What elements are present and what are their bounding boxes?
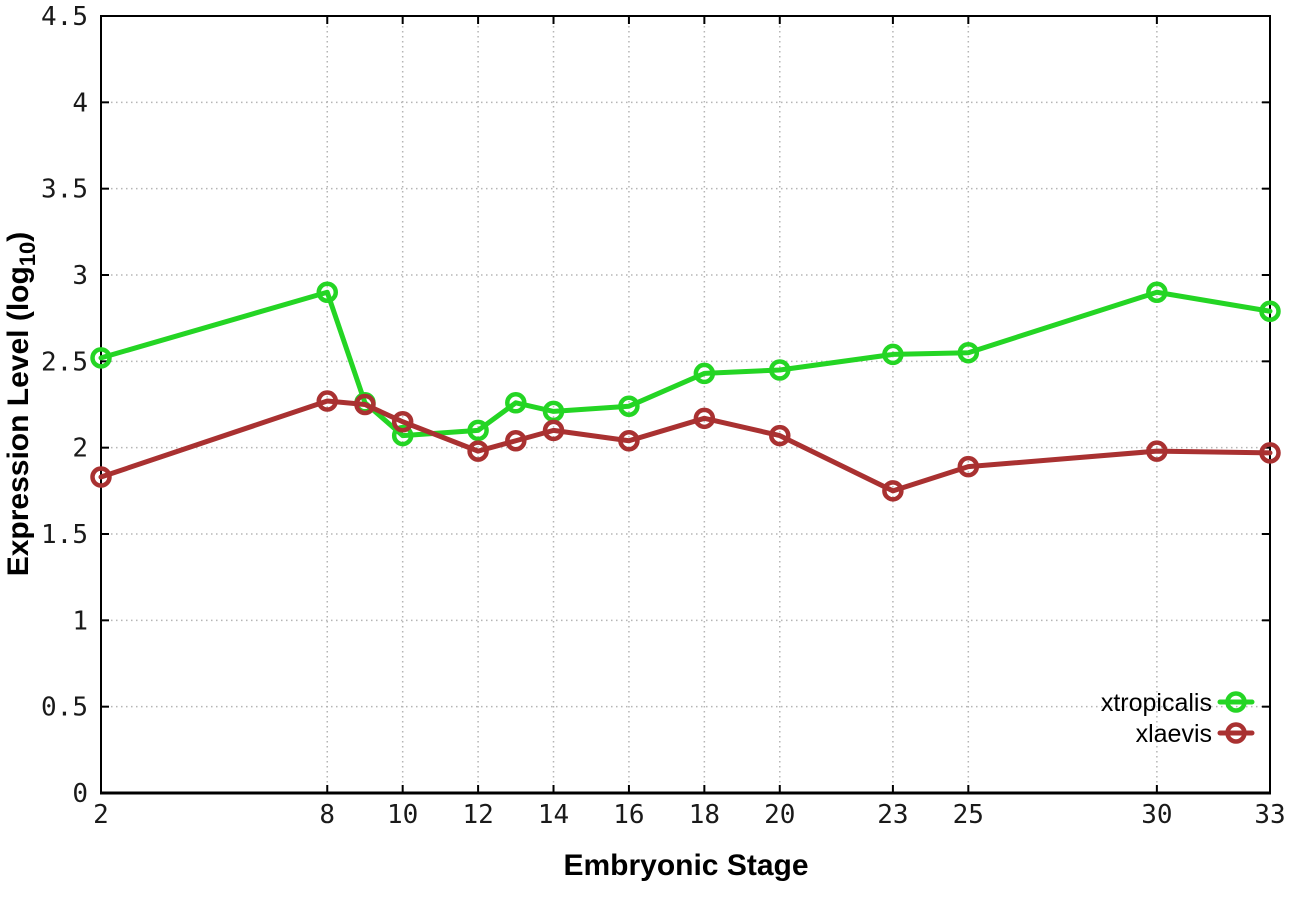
data-point-xlaevis <box>957 455 980 478</box>
data-point-xtropicalis <box>505 392 527 414</box>
x-tick-label: 18 <box>689 800 720 830</box>
data-point-xlaevis <box>1146 440 1168 462</box>
data-point-xlaevis <box>618 430 640 452</box>
x-tick-label: 16 <box>613 800 644 830</box>
legend: xtropicalis xlaevis <box>1101 689 1255 748</box>
x-tick-label: 14 <box>538 800 569 830</box>
data-point-xtropicalis <box>769 359 791 381</box>
data-point-xtropicalis <box>391 424 414 447</box>
y-tick-label: 4.5 <box>41 2 88 32</box>
data-point-xtropicalis <box>693 362 716 385</box>
series-xlaevis <box>90 390 1281 502</box>
x-tick-label: 2 <box>93 800 109 830</box>
gridlines <box>100 15 1271 793</box>
x-tick-label: 23 <box>877 800 908 830</box>
series-layer <box>90 281 1281 502</box>
data-point-xlaevis <box>391 411 414 433</box>
legend-row-xtropicalis: xtropicalis <box>1101 689 1255 717</box>
data-point-xlaevis <box>354 393 376 416</box>
legend-label-xlaevis: xlaevis <box>1136 720 1212 748</box>
y-tick-label: 1 <box>72 606 88 636</box>
data-point-xlaevis <box>1259 442 1281 464</box>
data-point-xlaevis <box>882 480 904 502</box>
axes: 2 8 10 12 14 16 18 20 23 25 30 33 0 0.5 1 1.5 2 2.5 3 3.5 4 4… <box>41 2 1286 830</box>
data-point-xtropicalis <box>90 347 112 369</box>
y-tick-label: 1.5 <box>41 520 88 550</box>
data-point-xtropicalis <box>1146 281 1168 304</box>
y-tick-label: 0 <box>72 779 88 809</box>
x-tick-label: 20 <box>764 800 795 830</box>
data-point-xlaevis <box>316 390 339 412</box>
data-point-xtropicalis <box>882 343 904 366</box>
series-line-xtropicalis <box>98 289 1273 439</box>
x-tick-label: 8 <box>319 800 335 830</box>
data-point-xlaevis <box>467 440 489 462</box>
x-tick-label: 12 <box>462 800 493 830</box>
legend-row-xlaevis: xlaevis <box>1136 720 1255 748</box>
x-tick-label: 30 <box>1141 800 1172 830</box>
data-point-xtropicalis <box>467 419 489 442</box>
series-line-xlaevis <box>98 398 1273 494</box>
y-tick-label: 2 <box>72 434 88 464</box>
data-point-xlaevis <box>542 419 565 442</box>
y-tick-label: 2.5 <box>41 347 88 377</box>
y-tick-label: 3 <box>72 261 88 291</box>
y-tick-label: 4 <box>72 88 88 118</box>
legend-marker-sample <box>1225 722 1247 744</box>
x-tick-label: 33 <box>1254 800 1285 830</box>
legend-marker-sample <box>1225 691 1247 713</box>
x-tick-label: 10 <box>387 800 418 830</box>
data-point-xlaevis <box>693 407 716 430</box>
data-point-xtropicalis <box>1259 300 1281 323</box>
data-point-xtropicalis <box>957 341 980 364</box>
x-tick-label: 25 <box>953 800 984 830</box>
y-tick-label: 0.5 <box>41 693 88 723</box>
y-axis-title: Expression Level (log10) <box>2 232 40 577</box>
data-point-xlaevis <box>769 424 791 447</box>
y-tick-label: 3.5 <box>41 175 88 205</box>
data-point-xtropicalis <box>618 395 640 417</box>
x-axis-title: Embryonic Stage <box>563 849 808 882</box>
data-point-xlaevis <box>90 466 112 488</box>
legend-label-xtropicalis: xtropicalis <box>1101 689 1212 717</box>
data-point-xlaevis <box>505 430 527 452</box>
data-point-xtropicalis <box>316 281 339 304</box>
plot-border <box>100 15 1271 794</box>
